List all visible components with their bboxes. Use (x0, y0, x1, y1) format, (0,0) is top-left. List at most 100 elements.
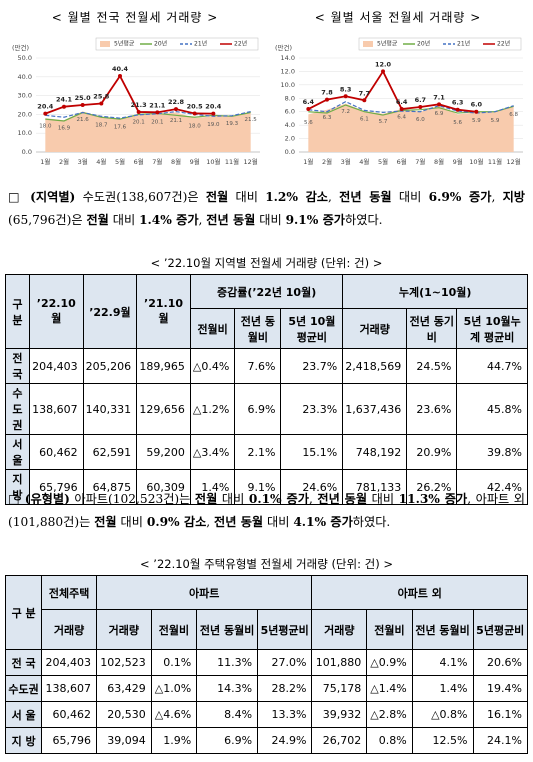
cell: 781,133 (342, 469, 408, 505)
table-row: 전 국 204,403 102,523 0.1% 11.3% 27.0% 101,880 △0… (4, 649, 528, 676)
marker (99, 101, 104, 106)
cell: 140,331 (82, 383, 138, 435)
data-label: 21.1 (149, 101, 166, 109)
cell: 39,094 (95, 727, 152, 754)
data-label: 6.4 (303, 98, 315, 106)
area (308, 103, 514, 152)
column-header: 구 분 (4, 575, 43, 650)
marker (306, 107, 311, 112)
text-run: 대비 (217, 492, 249, 506)
y-tick-label: 10.0 (281, 81, 295, 89)
text-run: , (491, 190, 503, 204)
data-label: 6.7 (415, 96, 427, 104)
x-tick-label: 2월 (59, 157, 69, 166)
cell: 205,206 (82, 348, 138, 384)
cell: 13.3% (257, 701, 313, 728)
paragraph: □ (지역별) 수도권(138,607건)은 전월 대비 1.2% 감소, 전년… (8, 186, 525, 232)
marker (455, 107, 460, 112)
cell: 7.6% (234, 348, 282, 384)
data-label: 20.1 (151, 120, 163, 126)
data-label: 20.5 (187, 102, 204, 110)
legend-label: 20년 (154, 40, 167, 48)
data-label: 5.6 (304, 120, 313, 126)
cell: 39,932 (311, 701, 368, 728)
y-tick-label: 4.0 (285, 121, 295, 129)
marker (62, 104, 66, 109)
y-tick-label: 20.0 (18, 110, 32, 118)
data-label: 5.7 (379, 119, 388, 125)
y-tick-label: 2.0 (285, 135, 295, 143)
column-header: 5년평균비 (257, 609, 313, 650)
y-tick-label: 30.0 (18, 92, 32, 100)
cell: △1.4% (366, 675, 413, 702)
marker (381, 69, 385, 74)
legend-box (95, 37, 259, 51)
text-run: 하였다. (345, 213, 383, 227)
data-label: 25.8 (93, 92, 110, 100)
marker (437, 102, 441, 107)
text-run: 대비 (108, 213, 140, 227)
data-label: 8.3 (340, 85, 352, 93)
column-header: 5년 10월 평균비 (280, 308, 344, 349)
data-label: 6.9 (435, 111, 444, 117)
cell: 1,637,436 (342, 383, 408, 435)
x-tick-label: 12월 (244, 157, 258, 166)
column-header: 5년평균비 (472, 609, 528, 650)
text-run: 아파트(102,523건)는 (69, 492, 195, 506)
x-tick-label: 6월 (397, 157, 407, 166)
cell: 45.8% (456, 383, 528, 435)
x-tick-label: 1월 (303, 157, 313, 166)
text-run: , (308, 492, 318, 506)
x-tick-label: 3월 (341, 157, 351, 166)
column-header: 거래량 (311, 609, 368, 650)
text-run: 1.4% 증가 (139, 213, 199, 227)
data-label: 7.7 (359, 89, 371, 97)
cell: △4.6% (150, 701, 198, 728)
text-run: □ (8, 492, 25, 506)
data-label: 21.3 (131, 101, 147, 109)
data-label: 20.4 (37, 103, 54, 111)
cell: 60,309 (136, 469, 191, 505)
text-run: 대비 (228, 190, 266, 204)
header-row: 전월비 전년 동월비 5년 10월 평균비 거래량 전년 동기비 5년 10월누계 평균비 (6, 308, 528, 349)
cell: △0.4% (189, 348, 236, 384)
text-run: □ (8, 190, 31, 204)
data-label: 22.8 (168, 98, 185, 106)
x-tick-label: 3월 (78, 157, 88, 166)
text-run: , 아파트 외(101,880건)는 (8, 492, 525, 529)
marker (136, 109, 141, 114)
text-run: 지방 (502, 190, 526, 204)
cell: 6.9% (234, 383, 282, 435)
cell: 101,880 (311, 649, 368, 676)
column-header: ’22.9월 (82, 274, 138, 349)
x-tick-label: 6월 (134, 157, 144, 166)
marker (192, 111, 197, 116)
cell: 20,530 (95, 701, 152, 728)
column-header: 전월비 (366, 609, 413, 650)
cell: 26.2% (406, 469, 458, 505)
data-label: 6.4 (396, 98, 408, 106)
column-header: 전년 동기비 (406, 308, 458, 349)
x-tick-label: 2월 (322, 157, 332, 166)
text-run: 전년 동월 (317, 492, 368, 506)
charts: < 월별 전국 전월세 거래량 > (만건) 0.0 10.0 20.0 30.0 40.0… (4, 0, 529, 180)
data-label: 6.3 (452, 99, 464, 107)
legend-label: 5년평균 (377, 40, 398, 48)
table-title: < ’22.10월 지역별 전월세 거래량 (단위: 건) > (150, 256, 383, 270)
table: 구 분 전체주택 아파트 아파트 외 거래량 거래량 전월비 전년 동월비 5년평균비 거래량 전월… (4, 575, 528, 754)
column-header: ’22.10월 (28, 274, 84, 349)
cell: 60,462 (41, 701, 97, 728)
cell: 138,607 (41, 675, 97, 702)
cell: 8.4% (196, 701, 259, 728)
data-label: 21.5 (245, 117, 258, 123)
marker (325, 97, 329, 102)
cell: 9.1% (234, 469, 282, 505)
cell: 42.4% (456, 469, 528, 505)
header-row: 구 분 전체주택 아파트 아파트 외 (4, 575, 528, 650)
data-label: 21.1 (170, 118, 182, 124)
data-label: 16.9 (58, 126, 71, 132)
legend-label: 22년 (234, 40, 247, 48)
table: 구 분 ’22.10월 ’22.9월 ’21.10월 증감률(’22년 10월) 누계(1… (5, 274, 528, 505)
cell: 6.9% (196, 727, 259, 754)
table-row: 수도권 138,607 140,331 129,656 △1.2% 6.9% 23.3% 1,… (5, 383, 528, 435)
